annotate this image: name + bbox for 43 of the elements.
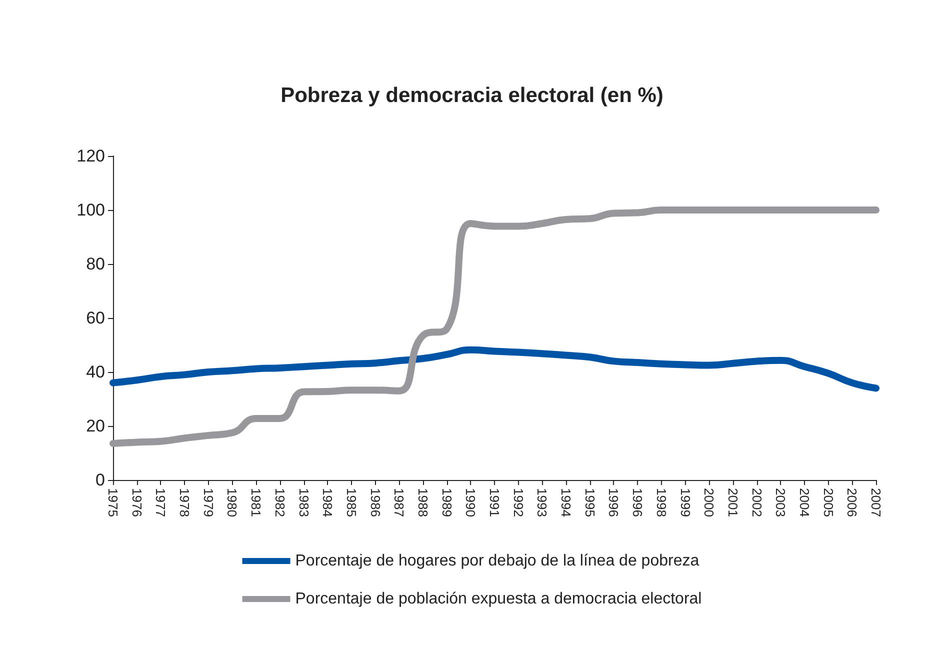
x-tick-label: 2002 bbox=[749, 488, 764, 517]
x-tick-label: 1975 bbox=[106, 488, 120, 517]
y-tick-label: 60 bbox=[86, 308, 105, 328]
chart-title: Pobreza y democracia electoral (en %) bbox=[280, 84, 664, 107]
x-tick-label: 1985 bbox=[344, 488, 359, 517]
x-tick-label: 1990 bbox=[463, 488, 478, 517]
x-tick-label: 1998 bbox=[654, 488, 669, 517]
x-tick-label: 1982 bbox=[272, 488, 288, 517]
x-tick-label: 1983 bbox=[296, 488, 312, 517]
x-tick-label: 2006 bbox=[844, 488, 860, 517]
y-tick-label: 40 bbox=[86, 362, 105, 382]
x-tick-label: 1984 bbox=[320, 488, 336, 517]
x-tick-label: 1988 bbox=[415, 488, 430, 517]
x-tick-label: 1981 bbox=[248, 488, 264, 517]
x-tick-label: 1986 bbox=[368, 488, 383, 517]
x-tick-label: 2000 bbox=[702, 488, 717, 517]
x-tick-label: 1991 bbox=[487, 488, 502, 517]
x-tick-label: 2001 bbox=[725, 488, 740, 517]
x-tick-label: 1995 bbox=[582, 488, 598, 517]
y-tick-label: 0 bbox=[96, 470, 105, 490]
y-tick-label: 20 bbox=[86, 416, 105, 436]
y-tick-label: 100 bbox=[76, 200, 105, 220]
x-tick-label: 1994 bbox=[558, 488, 574, 517]
x-tick-label: 1977 bbox=[153, 488, 168, 517]
x-tick-label: 1993 bbox=[534, 488, 550, 517]
x-tick-label: 1996 bbox=[630, 488, 646, 517]
legend-label: Porcentaje de población expuesta a democracia electoral bbox=[295, 590, 702, 608]
x-tick-label: 1999 bbox=[678, 488, 693, 517]
x-tick-label: 1992 bbox=[510, 488, 526, 517]
x-tick-label: 1978 bbox=[177, 488, 192, 517]
x-tick-label: 2005 bbox=[820, 488, 836, 517]
x-tick-label: 2004 bbox=[796, 488, 812, 517]
x-tick-label: 1987 bbox=[392, 488, 407, 517]
legend-label: Porcentaje de hogares por debajo de la línea de pobreza bbox=[295, 552, 700, 570]
x-tick-label: 2007 bbox=[868, 488, 884, 517]
x-tick-label: 1996 bbox=[606, 488, 622, 517]
y-tick-label: 120 bbox=[76, 146, 105, 166]
x-tick-label: 1980 bbox=[224, 488, 240, 517]
x-tick-label: 1976 bbox=[129, 488, 144, 517]
x-tick-label: 2003 bbox=[773, 488, 788, 517]
y-tick-label: 80 bbox=[86, 254, 105, 274]
x-tick-label: 1989 bbox=[439, 488, 454, 517]
x-tick-label: 1979 bbox=[200, 488, 216, 517]
